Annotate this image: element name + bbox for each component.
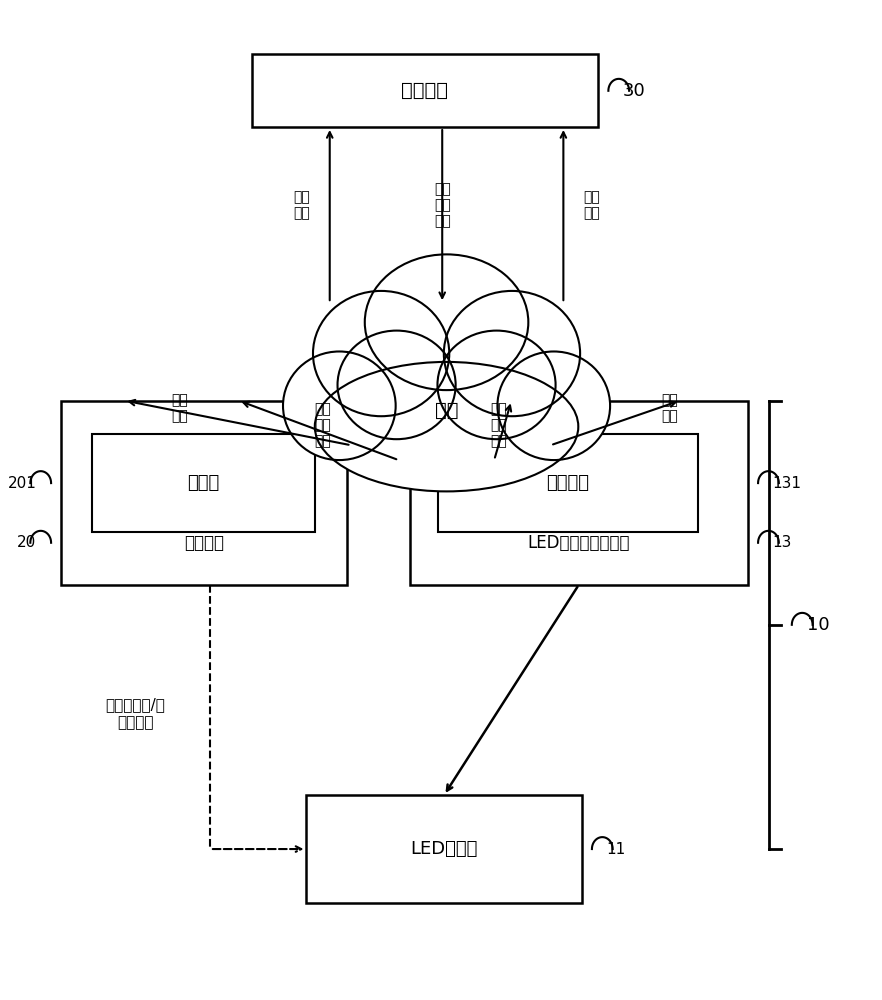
Text: 10: 10 — [806, 616, 829, 634]
Text: 30: 30 — [623, 82, 646, 100]
Text: 拍摄装置: 拍摄装置 — [184, 534, 224, 552]
FancyBboxPatch shape — [306, 795, 581, 903]
Text: 监播
控制
命令: 监播 控制 命令 — [315, 402, 332, 449]
FancyBboxPatch shape — [252, 54, 598, 127]
Ellipse shape — [315, 362, 579, 491]
Text: 监控
数据: 监控 数据 — [584, 190, 601, 220]
Ellipse shape — [313, 291, 449, 416]
Text: 监播
控制
命令: 监播 控制 命令 — [490, 402, 507, 449]
Text: 131: 131 — [773, 476, 802, 491]
Text: 监控
数据: 监控 数据 — [661, 393, 677, 423]
FancyBboxPatch shape — [62, 401, 347, 585]
Ellipse shape — [437, 331, 556, 439]
Text: 播控模块: 播控模块 — [546, 474, 589, 492]
Text: 控制器: 控制器 — [187, 474, 220, 492]
Text: LED显示屏: LED显示屏 — [410, 840, 478, 858]
Ellipse shape — [338, 331, 456, 439]
Ellipse shape — [444, 291, 580, 416]
Text: 网络: 网络 — [435, 401, 459, 420]
Text: 监播
数据: 监播 数据 — [294, 190, 310, 220]
Text: 13: 13 — [773, 535, 792, 550]
FancyBboxPatch shape — [92, 434, 315, 532]
Text: 20: 20 — [17, 535, 36, 550]
FancyBboxPatch shape — [410, 401, 748, 585]
Text: LED显示屏控制系统: LED显示屏控制系统 — [527, 534, 631, 552]
Ellipse shape — [283, 351, 396, 460]
Ellipse shape — [365, 254, 528, 390]
Text: 监播
控制
命令: 监播 控制 命令 — [434, 182, 451, 228]
Text: 服务器端: 服务器端 — [401, 81, 448, 100]
Text: 11: 11 — [607, 842, 626, 857]
Text: 监播
数据: 监播 数据 — [171, 393, 188, 423]
Text: 图片拍摄及/或
视频录制: 图片拍摄及/或 视频录制 — [105, 698, 165, 730]
Ellipse shape — [497, 351, 610, 460]
FancyBboxPatch shape — [437, 434, 698, 532]
Text: 201: 201 — [8, 476, 36, 491]
